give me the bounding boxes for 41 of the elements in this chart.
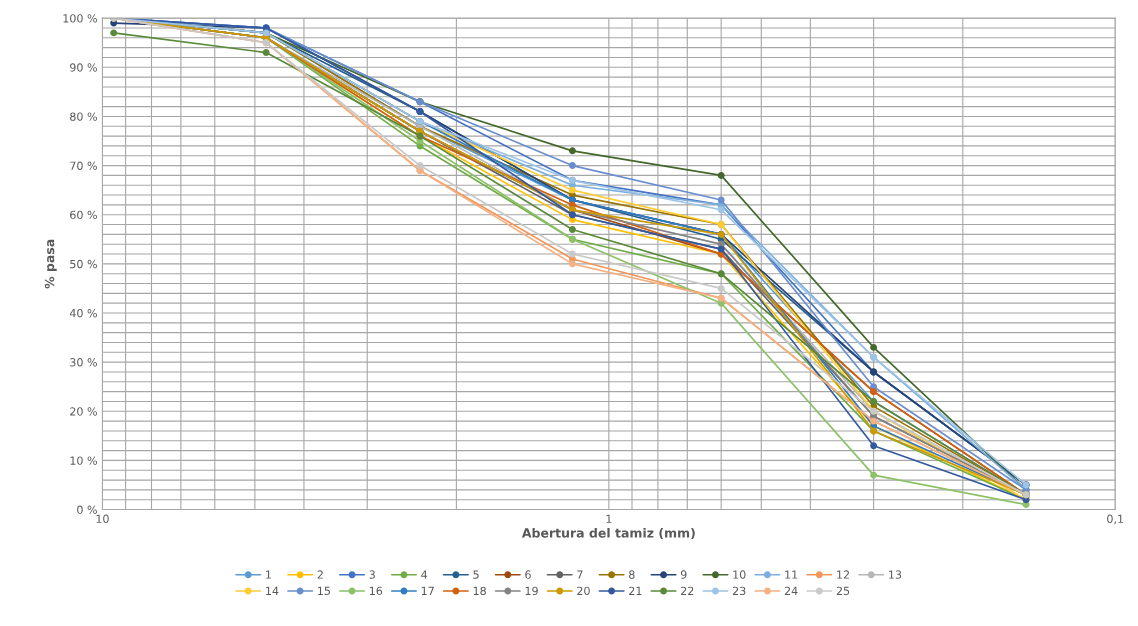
legend-label: 7: [577, 570, 583, 579]
legend-label: 5: [473, 570, 479, 579]
legend-label: 6: [525, 570, 531, 579]
x-tick-label: 10: [96, 514, 109, 524]
y-tick-label: 10 %: [70, 456, 97, 465]
legend-label: 13: [889, 570, 902, 579]
legend-label: 12: [837, 570, 849, 579]
y-tick-label: 40 %: [69, 308, 97, 318]
y-tick-label: 30 %: [70, 358, 97, 367]
legend-label: 16: [369, 586, 383, 596]
legend-label: 1: [266, 570, 271, 579]
x-tick-label: 1: [606, 514, 612, 523]
legend-label: 3: [369, 570, 375, 579]
legend-label: 22: [681, 586, 694, 595]
legend-label: 10: [733, 570, 746, 579]
y-tick-label: 20 %: [70, 407, 97, 416]
y-tick-label: 50 %: [70, 259, 97, 269]
legend-label: 17: [421, 586, 434, 595]
legend-label: 23: [732, 586, 746, 596]
y-tick-label: 100 %: [63, 14, 97, 23]
legend-label: 15: [318, 586, 330, 596]
x-tick-label: 0,1: [1107, 514, 1124, 525]
legend-label: 2: [317, 570, 323, 579]
y-axis-title: % pasa: [44, 239, 57, 289]
y-tick-label: 60 %: [70, 210, 97, 220]
legend-label: 4: [421, 570, 428, 579]
legend-label: 8: [629, 570, 635, 579]
y-tick-label: 70 %: [70, 161, 97, 170]
y-tick-label: 90 %: [70, 63, 97, 72]
legend-label: 18: [473, 586, 486, 596]
legend-label: 9: [680, 570, 687, 579]
legend-label: 20: [577, 586, 590, 596]
legend-label: 11: [785, 570, 798, 579]
legend-label: 21: [629, 586, 642, 595]
y-tick-label: 0 %: [77, 505, 97, 514]
legend-label: 14: [266, 586, 279, 595]
legend-label: 25: [836, 586, 850, 596]
x-axis-title: Abertura del tamiz (mm): [521, 527, 695, 540]
y-tick-label: 80 %: [70, 112, 97, 121]
legend-label: 19: [525, 586, 538, 596]
legend-label: 24: [784, 586, 798, 595]
